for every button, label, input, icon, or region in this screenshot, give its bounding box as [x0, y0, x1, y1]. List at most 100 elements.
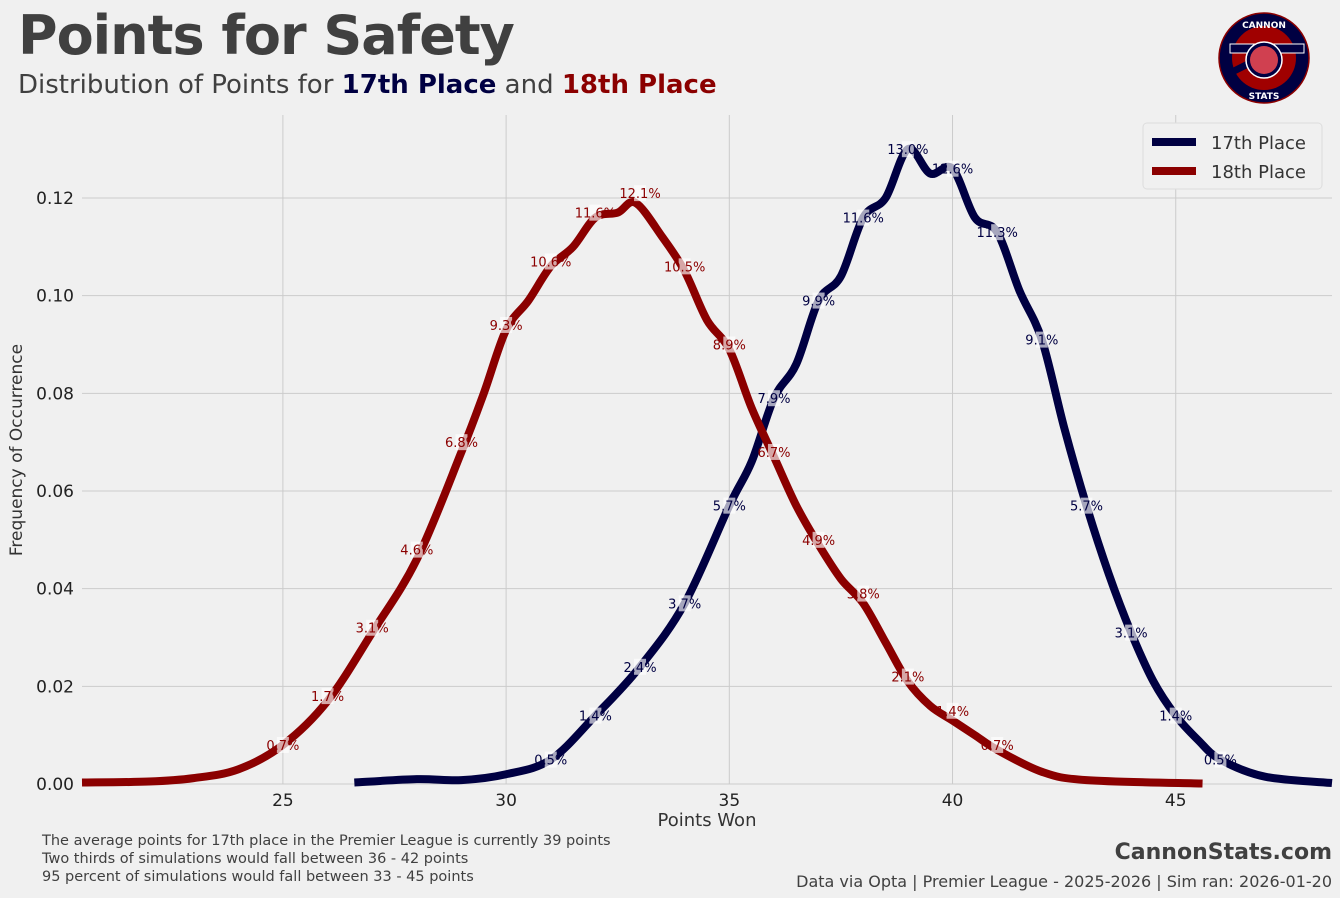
data-label-bg — [946, 702, 959, 719]
data-label-bg — [1169, 707, 1182, 724]
data-label-bg — [991, 736, 1004, 753]
data-label-bg — [366, 619, 379, 636]
data-label-bg — [678, 595, 691, 612]
data-label: 7.9% — [757, 392, 790, 407]
data-label-bg — [991, 224, 1004, 241]
data-label: 6.8% — [445, 436, 478, 451]
y-tick-label: 0.02 — [36, 677, 74, 697]
data-label: 12.6% — [932, 163, 973, 178]
data-label: 0.5% — [534, 754, 567, 769]
data-label-bg — [455, 434, 468, 451]
data-label: 5.7% — [1070, 500, 1103, 515]
data-label-bg — [678, 258, 691, 275]
data-label: 3.1% — [356, 622, 389, 637]
data-label-bg — [946, 160, 959, 177]
chart-subtitle: Distribution of Points for 17th Place an… — [18, 70, 717, 100]
data-label-bg — [634, 658, 647, 675]
data-label: 12.1% — [619, 187, 660, 202]
logo-top-text: CANNON — [1242, 21, 1286, 31]
y-axis-label: Frequency of Occurrence — [7, 344, 27, 556]
y-tick-label: 0.12 — [36, 189, 74, 209]
data-label-bg — [1125, 624, 1138, 641]
data-label: 1.4% — [1159, 710, 1192, 725]
y-tick-label: 0.10 — [36, 287, 74, 307]
subtitle-prefix: Distribution of Points for — [18, 70, 342, 100]
series-18th: 0.7%1.7%3.1%4.6%6.8%9.3%10.6%11.6%12.1%1… — [81, 185, 1203, 788]
data-label: 5.7% — [713, 500, 746, 515]
data-label-bg — [276, 736, 289, 753]
legend: 17th Place 18th Place — [1142, 122, 1323, 190]
data-label: 3.1% — [1115, 627, 1148, 642]
data-label-bg — [857, 585, 870, 602]
data-label: 0.5% — [1204, 754, 1237, 769]
data-label: 1.7% — [311, 690, 344, 705]
data-label: 10.6% — [530, 255, 571, 270]
data-label-bg — [723, 497, 736, 514]
data-label-bg — [1214, 751, 1227, 768]
x-tick-label: 40 — [942, 791, 964, 811]
series-line — [354, 144, 1333, 788]
data-label-bg — [767, 443, 780, 460]
data-label: 8.9% — [713, 339, 746, 354]
data-label: 2.4% — [624, 661, 657, 676]
data-label-bg — [410, 541, 423, 558]
chart-title: Points for Safety — [18, 4, 515, 67]
x-tick-label: 35 — [719, 791, 741, 811]
x-axis-label: Points Won — [658, 810, 757, 831]
data-label: 4.9% — [802, 534, 835, 549]
data-label-bg — [544, 751, 557, 768]
data-label: 0.7% — [266, 739, 299, 754]
footer-note-3: 95 percent of simulations would fall bet… — [42, 869, 474, 885]
series-17th: 0.5% 1.4% 2.4% 3.7% 5.7% 7.9% 9.9% 11.6% 13.0% 12… — [354, 141, 1333, 788]
footer-note-1: The average points for 17th place in the… — [42, 833, 611, 849]
data-label: 11.6% — [575, 207, 616, 222]
data-label: 1.4% — [579, 710, 612, 725]
data-label-bg — [321, 688, 334, 705]
data-label-bg — [1035, 331, 1048, 348]
data-label-bg — [589, 707, 602, 724]
data-label-bg — [767, 390, 780, 407]
data-label: 3.7% — [668, 597, 701, 612]
footer-note-2: Two thirds of simulations would fall bet… — [42, 851, 469, 867]
data-label: 2.1% — [891, 671, 924, 686]
data-label-bg — [723, 336, 736, 353]
legend-label: 17th Place — [1211, 133, 1306, 154]
data-label: 11.6% — [843, 212, 884, 227]
data-label: 9.1% — [1025, 334, 1058, 349]
data-label: 10.5% — [664, 260, 705, 275]
data-source: Data via Opta | Premier League - 2025-20… — [796, 872, 1332, 891]
data-label-bg — [901, 668, 914, 685]
subtitle-18th: 18th Place — [561, 70, 717, 100]
data-label-bg — [812, 531, 825, 548]
data-label: 3.8% — [847, 588, 880, 603]
data-label: 0.7% — [981, 739, 1014, 754]
y-tick-label: 0.04 — [36, 580, 74, 600]
data-label-bg — [500, 316, 513, 333]
data-label-bg — [1080, 497, 1093, 514]
y-tick-label: 0.06 — [36, 482, 74, 502]
legend-label: 18th Place — [1211, 162, 1306, 183]
y-tick-label: 0.08 — [36, 384, 74, 404]
data-label-bg — [589, 204, 602, 221]
cannonstats-logo: CANNON STATS — [1218, 12, 1310, 104]
data-label-bg — [812, 292, 825, 309]
data-label-bg — [634, 185, 647, 202]
data-label: 9.3% — [490, 319, 523, 334]
data-label: 6.7% — [757, 446, 790, 461]
data-label-bg — [901, 141, 914, 158]
x-tick-label: 45 — [1165, 791, 1187, 811]
data-label-bg — [857, 209, 870, 226]
data-label: 9.9% — [802, 295, 835, 310]
subtitle-17th: 17th Place — [341, 70, 497, 100]
series-line — [81, 198, 1203, 788]
x-tick-label: 25 — [272, 791, 294, 811]
data-label: 11.3% — [977, 226, 1018, 241]
data-label: 1.4% — [936, 705, 969, 720]
site-credit: CannonStats.com — [1114, 840, 1332, 865]
data-label: 4.6% — [400, 544, 433, 559]
chart-area: 25 30 35 40 45 0.00 0.02 0.04 0.06 0.08 0.10 0.12 Po… — [7, 115, 1333, 831]
subtitle-and: and — [496, 70, 562, 100]
data-label: 13.0% — [887, 143, 928, 158]
logo-bottom-text: STATS — [1249, 92, 1280, 102]
y-tick-label: 0.00 — [36, 775, 74, 795]
